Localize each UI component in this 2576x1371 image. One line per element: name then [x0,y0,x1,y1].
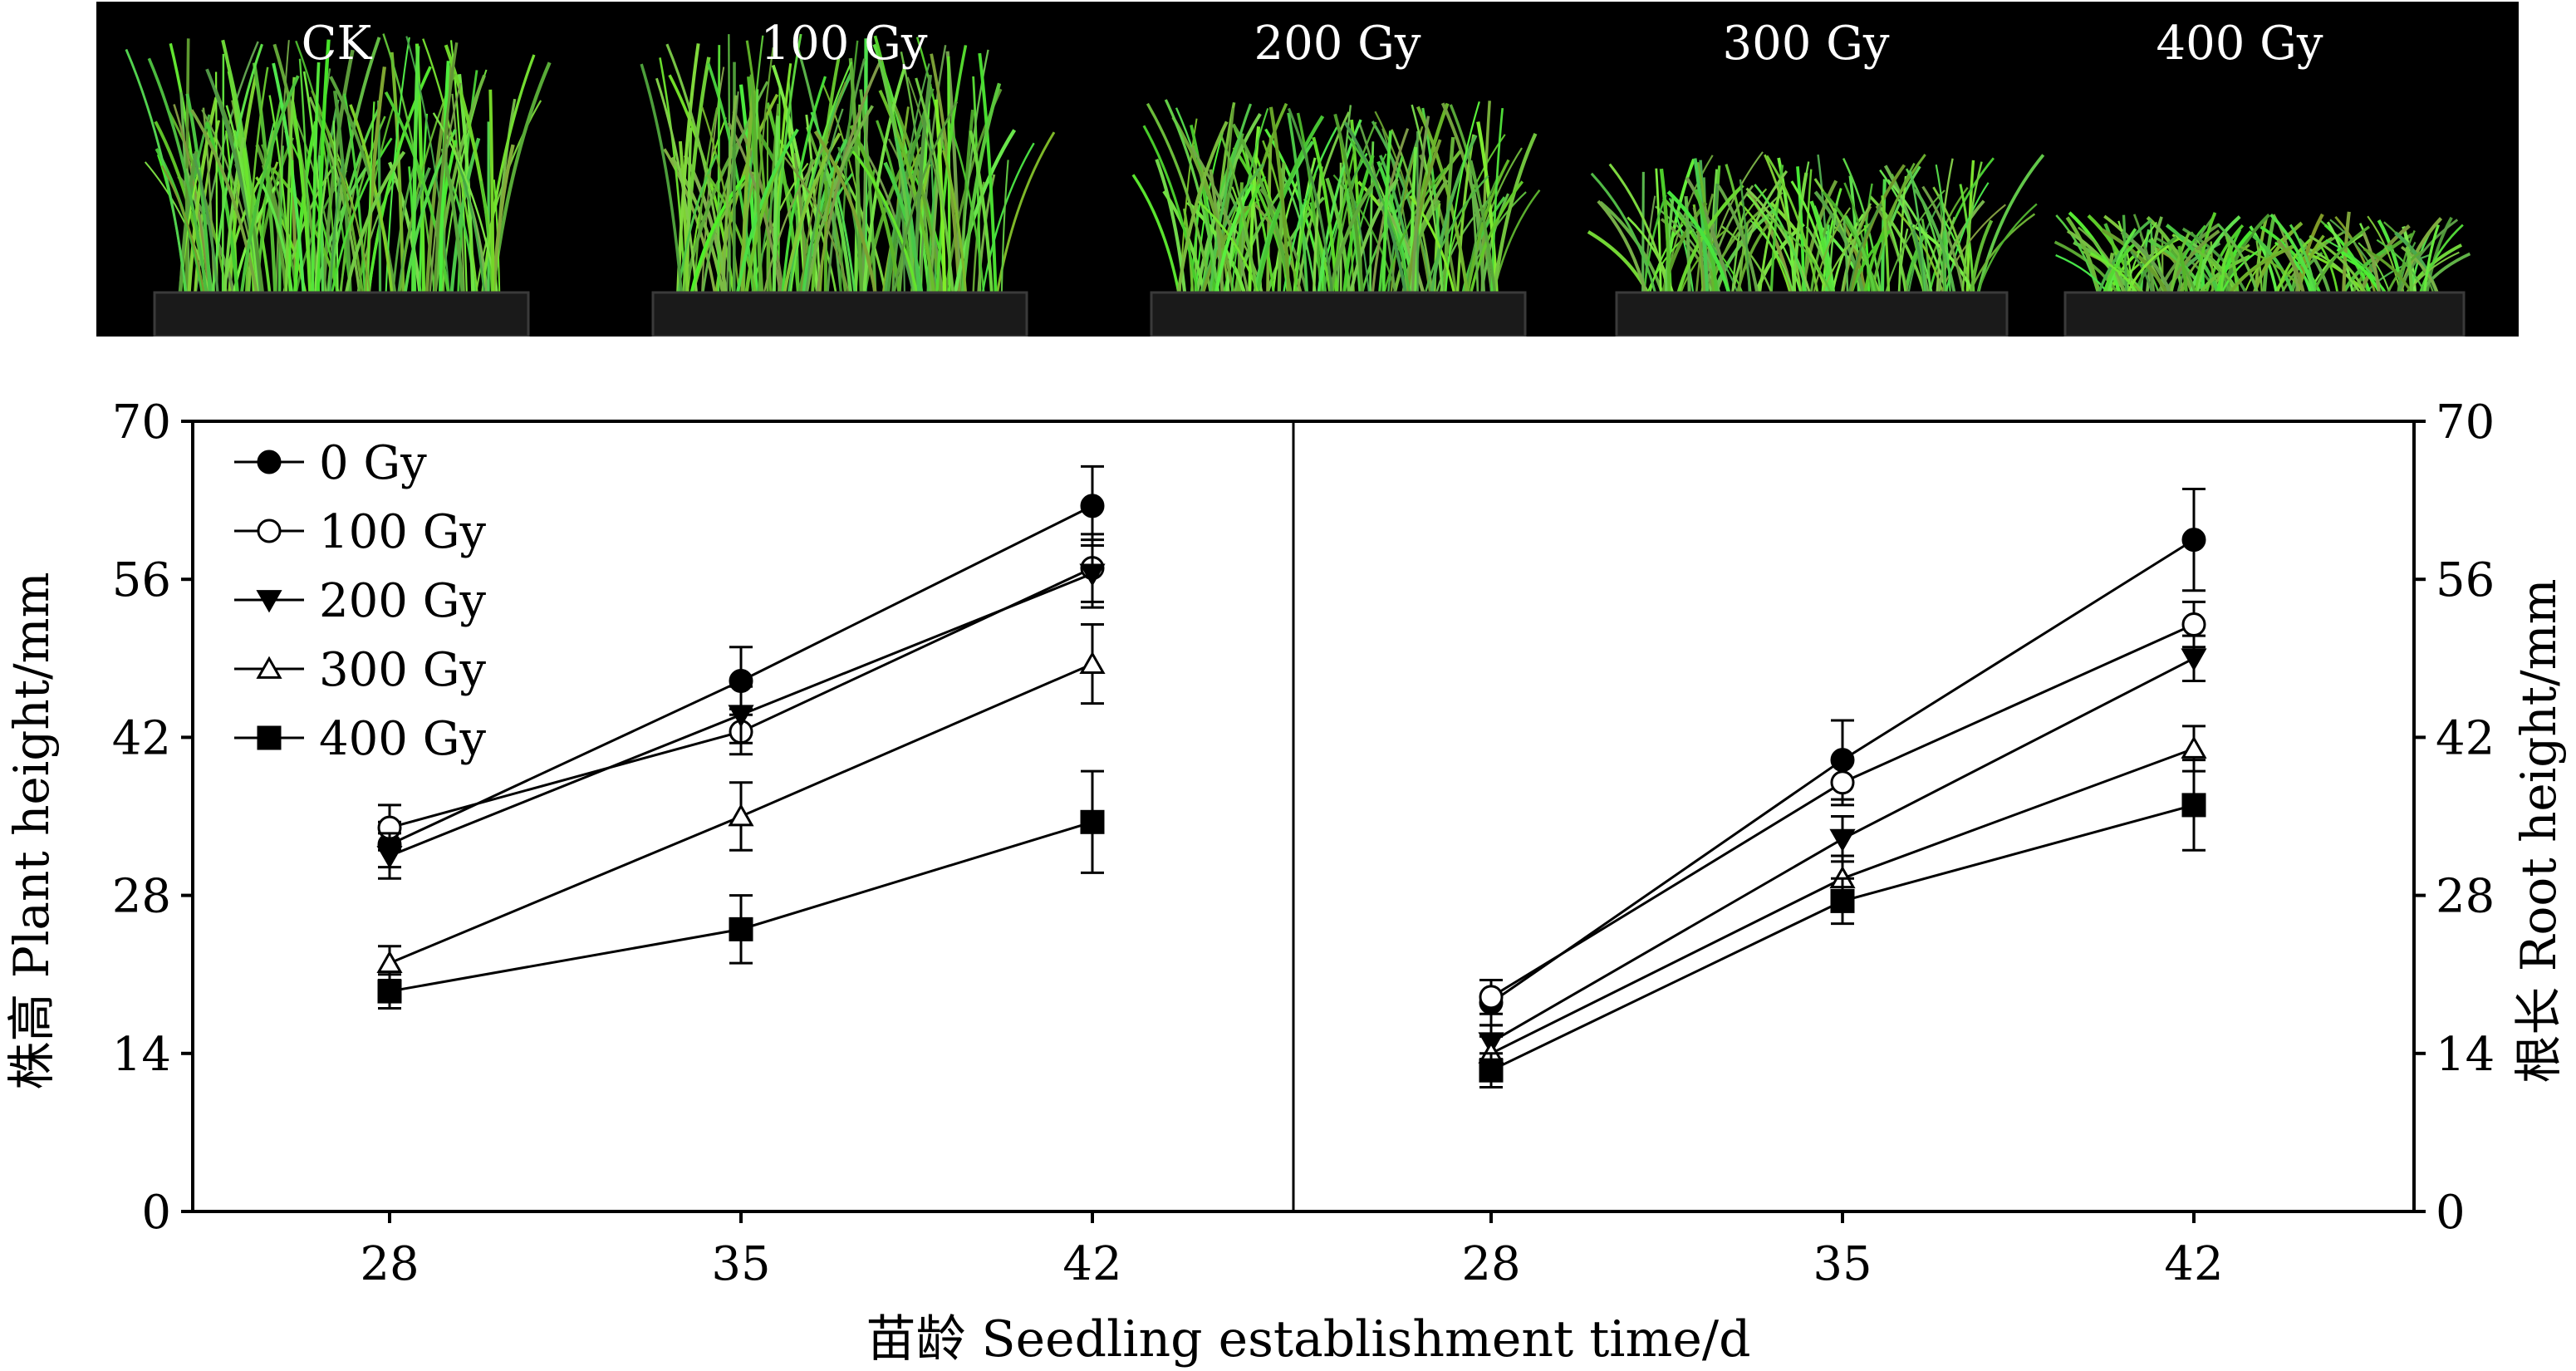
series-line [1490,623,2195,999]
y-tick-label-left: 14 [112,1028,171,1082]
y-tick-label-right: 56 [2436,553,2495,607]
photo-label-300gy: 300 Gy [1722,17,1890,71]
data-point [2181,793,2206,818]
seedling-photo-panel: CK 100 Gy 200 Gy 300 Gy 400 Gy [96,2,2519,337]
data-point [1830,770,1855,795]
seedling-photo-image [125,33,2471,337]
photo-label-100gy: 100 Gy [760,17,928,71]
legend-label: 100 Gy [319,505,486,559]
legend-marker [256,656,282,679]
grass-pot [125,33,552,337]
data-point [2181,612,2206,637]
y-tick-label-left: 70 [112,396,171,450]
grass-pot [1131,99,1541,337]
legend-marker [256,590,282,613]
x-tick-label: 42 [1062,1237,1121,1291]
data-point [728,803,754,827]
grass-pot [640,33,1056,337]
photo-label-400gy: 400 Gy [2156,17,2323,71]
x-tick-label: 42 [2164,1237,2223,1291]
data-point [376,950,403,974]
legend-label: 400 Gy [319,712,486,766]
data-point [1479,1058,1504,1083]
data-point [2181,735,2207,759]
x-tick-label: 28 [360,1237,419,1291]
grass-pot [1587,151,2045,337]
y-tick-label-right: 0 [2436,1186,2466,1240]
y-tick-label-right: 42 [2436,711,2495,765]
x-tick-label: 35 [1813,1237,1872,1291]
legend-entry: 100 Gy [234,505,486,559]
y-tick-label-left: 56 [112,553,171,607]
legend-marker [257,450,282,474]
data-point [729,916,753,941]
legend-label: 0 Gy [319,436,427,490]
x-tick-label: 35 [711,1237,770,1291]
data-point [2181,648,2207,671]
legend-label: 200 Gy [319,574,486,628]
data-point [1829,828,1856,853]
chart-series [376,464,2207,1089]
series-1-1 [1479,600,2206,1015]
y-tick-label-left: 42 [112,711,171,765]
data-point [377,979,402,1004]
plot-frame [191,420,2416,1213]
y-tick-label-right: 14 [2436,1028,2495,1082]
legend-entry: 400 Gy [234,712,486,766]
y-axis-title-right: 根长 Root height/mm [2510,578,2567,1083]
chart-axes: 0 14 28 42 56 70 0 14 28 42 56 70 28 35 42 28 35 42 [112,396,2495,1291]
data-point [1079,651,1106,674]
legend-entry: 200 Gy [234,574,486,628]
photo-label-200gy: 200 Gy [1254,17,1421,71]
series-1-4 [1479,759,2206,1089]
data-point [1080,494,1105,518]
data-point [1080,809,1105,834]
legend-marker [257,518,282,543]
series-0-4 [377,769,1105,1010]
chart-legend: 0 Gy 100 Gy 200 Gy 300 Gy 400 Gy [234,436,486,766]
series-1-2 [1478,634,2207,1061]
legend-entry: 300 Gy [234,643,486,697]
legend-label: 300 Gy [319,643,486,697]
series-1-0 [1479,488,2206,1027]
y-tick-label-right: 28 [2436,870,2495,924]
data-point [1479,985,1504,1010]
series-0-3 [376,623,1106,981]
y-tick-label-right: 70 [2436,396,2495,450]
grass-pot [2053,211,2471,337]
data-point [1079,563,1106,587]
y-axis-title-left: 株高 Plant height/mm [3,572,60,1089]
data-point [2181,528,2206,553]
x-tick-label: 28 [1461,1237,1520,1291]
legend-marker [257,725,282,750]
data-point [728,705,754,728]
photo-label-ck: CK [301,17,372,71]
x-axis-title: 苗龄 Seedling establishment time/d [866,1310,1750,1369]
data-point [376,846,403,869]
data-point [1830,888,1855,913]
y-tick-label-left: 0 [141,1186,171,1240]
y-tick-label-left: 28 [112,870,171,924]
series-0-2 [376,538,1106,880]
legend-entry: 0 Gy [234,436,427,490]
